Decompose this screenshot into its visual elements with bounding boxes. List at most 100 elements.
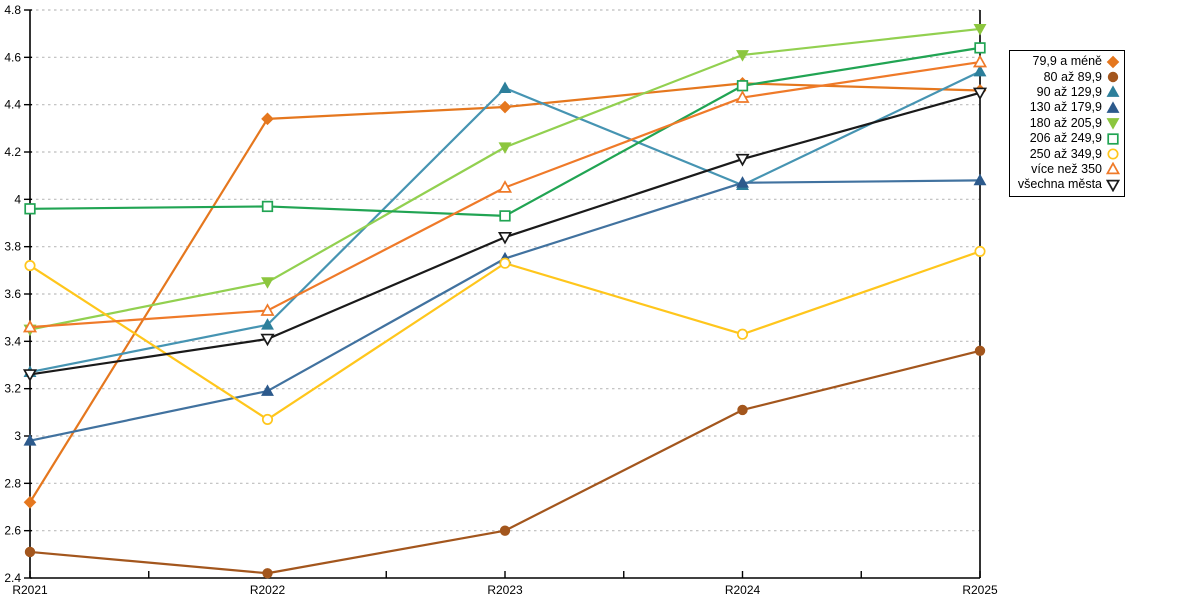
data-point-marker <box>1106 101 1120 113</box>
legend-item-label: 206 až 249,9 <box>1029 131 1102 146</box>
legend-item-label: 90 až 129,9 <box>1036 84 1102 99</box>
y-tick-label: 4.4 <box>4 98 21 112</box>
y-tick-label: 3.8 <box>4 240 21 254</box>
data-point-marker <box>735 153 750 167</box>
legend-item-label: 250 až 349,9 <box>1029 146 1102 161</box>
y-tick-label: 4.6 <box>4 50 21 64</box>
legend: 79,9 a méně 80 až 89,9 90 až 129,9 130 až 1… <box>1009 50 1125 197</box>
data-point-marker <box>974 245 986 257</box>
data-point-marker <box>1106 162 1120 175</box>
triangle-up-open-legend-icon <box>1106 162 1120 175</box>
diamond-legend-icon <box>1106 55 1120 68</box>
triangle-down-legend-icon <box>1106 118 1120 130</box>
data-point-marker <box>737 404 748 416</box>
data-point-marker <box>972 54 988 68</box>
data-point-marker <box>22 319 38 333</box>
legend-item: 80 až 89,9 <box>1012 69 1120 84</box>
series-line <box>28 349 982 575</box>
data-point-marker <box>24 546 36 558</box>
data-point-marker <box>1106 55 1120 68</box>
data-point-marker <box>1106 85 1120 98</box>
series-2 <box>24 345 986 579</box>
y-tick-label: 2.4 <box>4 571 21 585</box>
data-point-marker <box>260 303 275 316</box>
data-point-marker <box>736 328 749 340</box>
y-tick-label: 4 <box>14 192 21 206</box>
data-point-marker <box>973 64 987 77</box>
data-point-marker <box>1106 118 1120 130</box>
data-point-marker <box>972 87 988 101</box>
data-point-marker <box>974 345 986 356</box>
legend-item-label: 80 až 89,9 <box>1043 69 1102 84</box>
data-point-marker <box>22 369 38 382</box>
series-9 <box>22 87 988 382</box>
series-line <box>28 27 982 331</box>
legend-item: více než 350 <box>1012 162 1120 177</box>
data-point-marker <box>1106 179 1120 192</box>
circle-legend-icon <box>1107 71 1119 83</box>
y-tick-label: 2.6 <box>4 524 21 538</box>
x-tick-label: R2025 <box>962 583 998 597</box>
y-tick-label: 3.4 <box>4 334 21 348</box>
data-point-marker <box>1107 71 1119 83</box>
data-point-marker <box>261 200 274 213</box>
x-tick-label: R2024 <box>725 583 761 597</box>
data-point-marker <box>736 80 749 92</box>
triangle-down-open-legend-icon <box>1106 179 1120 192</box>
data-point-marker <box>497 231 513 245</box>
x-tick-label: R2023 <box>487 583 523 597</box>
x-tick-label: R2022 <box>250 583 286 597</box>
y-tick-label: 2.8 <box>4 476 21 490</box>
square-open-legend-icon <box>1107 132 1119 145</box>
data-point-marker <box>974 42 986 54</box>
y-tick-label: 3 <box>14 429 21 443</box>
data-point-marker <box>262 568 273 579</box>
data-point-marker <box>735 90 750 103</box>
data-point-marker <box>736 176 749 188</box>
data-point-marker <box>973 24 987 36</box>
y-tick-label: 4.8 <box>4 3 21 17</box>
series-7 <box>24 245 986 425</box>
legend-item: 130 až 179,9 <box>1012 100 1120 115</box>
data-point-marker <box>261 112 274 126</box>
data-point-marker <box>973 173 987 186</box>
data-point-marker <box>261 384 274 396</box>
y-tick-label: 3.6 <box>4 287 21 301</box>
data-point-marker <box>24 260 36 272</box>
data-point-marker <box>24 203 36 215</box>
data-point-marker <box>498 81 512 93</box>
legend-item: 180 až 205,9 <box>1012 116 1120 131</box>
data-point-marker <box>261 318 274 330</box>
series-1 <box>23 77 987 509</box>
data-point-marker <box>736 50 749 62</box>
series-6 <box>24 42 986 222</box>
data-point-marker <box>23 495 37 509</box>
data-point-marker <box>23 434 37 446</box>
legend-item: 79,9 a méně <box>1012 54 1120 69</box>
legend-item: všechna města <box>1012 177 1120 192</box>
data-point-marker <box>260 333 275 347</box>
series-line <box>28 250 982 421</box>
legend-item: 250 až 349,9 <box>1012 146 1120 161</box>
data-point-marker <box>1107 148 1119 160</box>
data-point-marker <box>261 413 274 425</box>
data-point-marker <box>498 142 512 154</box>
x-tick-label: R2021 <box>12 583 48 597</box>
series-8 <box>22 54 988 333</box>
y-tick-label: 4.2 <box>4 145 21 159</box>
legend-item-label: více než 350 <box>1031 161 1102 176</box>
data-point-marker <box>499 257 511 269</box>
legend-item-label: všechna města <box>1017 177 1102 192</box>
data-point-marker <box>499 210 511 222</box>
series-5 <box>23 24 987 337</box>
legend-item-label: 130 až 179,9 <box>1029 100 1102 115</box>
data-point-marker <box>1107 132 1119 145</box>
y-tick-label: 3.2 <box>4 382 21 396</box>
legend-item: 90 až 129,9 <box>1012 85 1120 100</box>
circle-open-legend-icon <box>1107 148 1119 160</box>
data-point-marker <box>261 277 274 289</box>
data-point-marker <box>497 180 513 193</box>
legend-item-label: 180 až 205,9 <box>1029 115 1102 130</box>
